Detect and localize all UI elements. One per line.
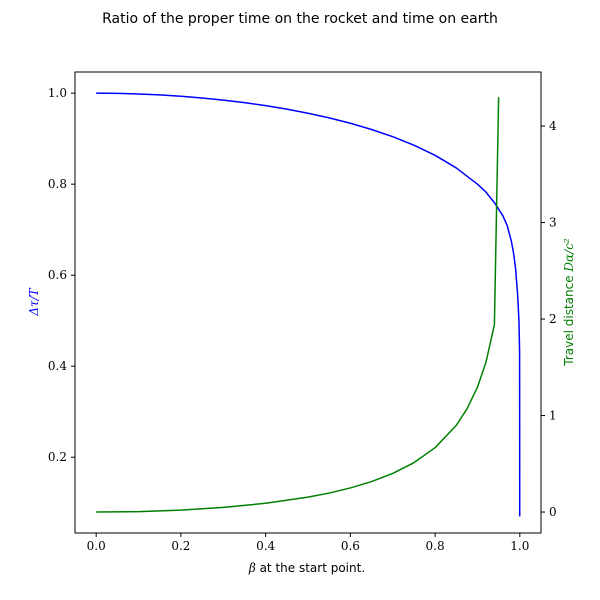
x-tick-label: 0.8 <box>426 539 445 553</box>
y-left-tick-label: 0.2 <box>48 450 67 464</box>
y-right-tick-label: 3 <box>549 216 557 230</box>
x-tick-label: 1.0 <box>510 539 529 553</box>
plot-curves <box>96 92 521 517</box>
travel-distance-line <box>96 97 500 513</box>
proper-time-ratio-line <box>96 92 521 517</box>
y-right-tick-label: 2 <box>549 312 557 326</box>
y-left-tick-label: 0.6 <box>48 268 67 282</box>
y-right-axis-label-symbol: Dα/c² <box>562 238 576 272</box>
x-tick-label: 0.6 <box>341 539 360 553</box>
x-tick-label: 0.4 <box>256 539 275 553</box>
x-axis-label: β at the start point. <box>248 561 365 575</box>
y-right-axis-label-text: Travel distance <box>562 272 576 367</box>
x-tick-label: 0.2 <box>171 539 190 553</box>
y-right-tick-label: 4 <box>549 119 557 133</box>
y-left-tick-label: 0.4 <box>48 359 67 373</box>
y-left-tick-label: 1.0 <box>48 86 67 100</box>
y-right-axis-ticks: 0 1 2 3 4 <box>541 119 557 519</box>
y-left-axis-ticks: 0.2 0.4 0.6 0.8 1.0 <box>48 86 75 464</box>
x-axis-label-text: at the start point. <box>256 561 365 575</box>
y-right-tick-label: 1 <box>549 409 557 423</box>
x-tick-label: 0.0 <box>87 539 106 553</box>
y-left-tick-label: 0.8 <box>48 177 67 191</box>
y-right-axis-label: Travel distance Dα/c² <box>562 238 576 367</box>
x-axis-label-symbol: β <box>248 561 256 575</box>
x-axis-ticks: 0.0 0.2 0.4 0.6 0.8 1.0 <box>87 533 529 553</box>
y-right-tick-label: 0 <box>549 505 557 519</box>
y-left-axis-label: Δτ/T <box>27 287 41 316</box>
plot-frame <box>74 71 542 534</box>
chart-title: Ratio of the proper time on the rocket a… <box>102 11 498 27</box>
